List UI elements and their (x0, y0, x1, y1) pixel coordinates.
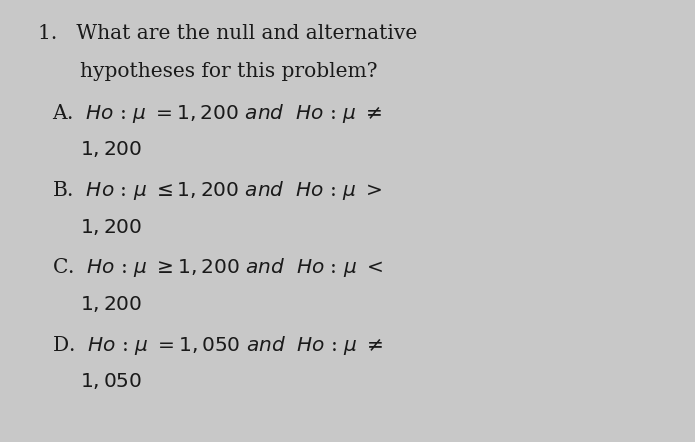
Text: $1,200$: $1,200$ (80, 217, 142, 236)
Text: $1,050$: $1,050$ (80, 371, 142, 391)
Text: $1,200$: $1,200$ (80, 139, 142, 159)
Text: B.  $\it{Ho}$ : $\mu$ $\leq 1,200$ $\it{and}$  $\it{Ho}$ : $\mu$ $>$: B. $\it{Ho}$ : $\mu$ $\leq 1,200$ $\it{a… (52, 179, 382, 202)
Text: C.  $\it{Ho}$ : $\mu$ $\geq 1,200$ $\it{and}$  $\it{Ho}$ : $\mu$ $<$: C. $\it{Ho}$ : $\mu$ $\geq 1,200$ $\it{a… (52, 256, 383, 279)
Text: hypotheses for this problem?: hypotheses for this problem? (80, 62, 377, 81)
Text: A.  $\it{Ho}$ : $\mu$ $= 1,200$ $\it{and}$  $\it{Ho}$ : $\mu$ $\neq$: A. $\it{Ho}$ : $\mu$ $= 1,200$ $\it{and}… (52, 102, 382, 125)
Text: $1,200$: $1,200$ (80, 294, 142, 314)
Text: D.  $\it{Ho}$ : $\mu$ $= 1,050$ $\it{and}$  $\it{Ho}$ : $\mu$ $\neq$: D. $\it{Ho}$ : $\mu$ $= 1,050$ $\it{and}… (52, 334, 384, 357)
Text: 1.   What are the null and alternative: 1. What are the null and alternative (38, 24, 418, 43)
